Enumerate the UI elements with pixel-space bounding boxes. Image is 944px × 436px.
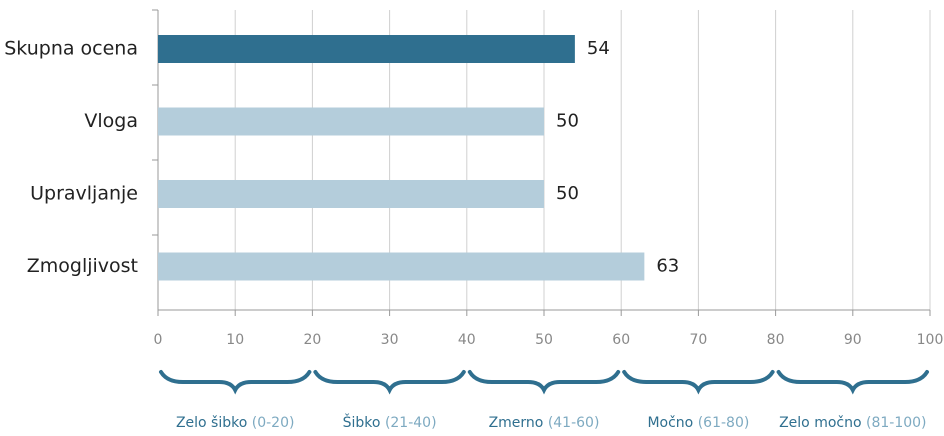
band-name: Zmerno [489, 415, 544, 431]
brace [776, 370, 929, 395]
x-tick-label: 0 [154, 332, 163, 348]
x-tick-label: 100 [917, 332, 944, 348]
band-label: Zmerno (41-60) [489, 415, 600, 431]
x-tick-label: 10 [226, 332, 244, 348]
x-tick-label: 60 [612, 332, 630, 348]
band-label: Šibko (21-40) [343, 413, 437, 431]
y-tick-label: Vloga [84, 110, 138, 132]
value-label: 50 [556, 183, 579, 204]
band-name: Močno [647, 415, 693, 431]
band-label: Zelo šibko (0-20) [176, 415, 295, 431]
band-name: Zelo močno [779, 415, 861, 431]
brace [467, 370, 621, 395]
band-range: (0-20) [252, 415, 295, 431]
x-tick-label: 40 [458, 332, 476, 348]
bar [158, 107, 544, 136]
x-tick-label: 20 [303, 332, 321, 348]
x-tick-label: 50 [535, 332, 553, 348]
value-label: 63 [656, 256, 679, 277]
band-range: (21-40) [385, 415, 437, 431]
y-tick-label: Upravljanje [30, 183, 138, 205]
x-tick-label: 70 [689, 332, 707, 348]
band-label: Močno (61-80) [647, 415, 749, 431]
band-range: (41-60) [548, 415, 600, 431]
x-tick-label: 80 [767, 332, 785, 348]
bar [158, 180, 544, 208]
band-range: (81-100) [866, 415, 927, 431]
band-name: Zelo šibko [176, 415, 247, 431]
brace [622, 370, 775, 395]
x-tick-label: 30 [381, 332, 399, 348]
value-label: 50 [556, 111, 579, 132]
band-label: Zelo močno (81-100) [779, 415, 926, 431]
y-tick-label: Zmogljivost [27, 255, 138, 277]
band-range: (61-80) [698, 415, 750, 431]
brace [159, 370, 312, 395]
brace [313, 370, 466, 395]
bar [158, 35, 575, 63]
band-name: Šibko [343, 413, 381, 431]
x-tick-label: 90 [844, 332, 862, 348]
y-tick-label: Skupna ocena [4, 38, 138, 60]
value-label: 54 [587, 38, 610, 59]
bar [158, 252, 645, 281]
